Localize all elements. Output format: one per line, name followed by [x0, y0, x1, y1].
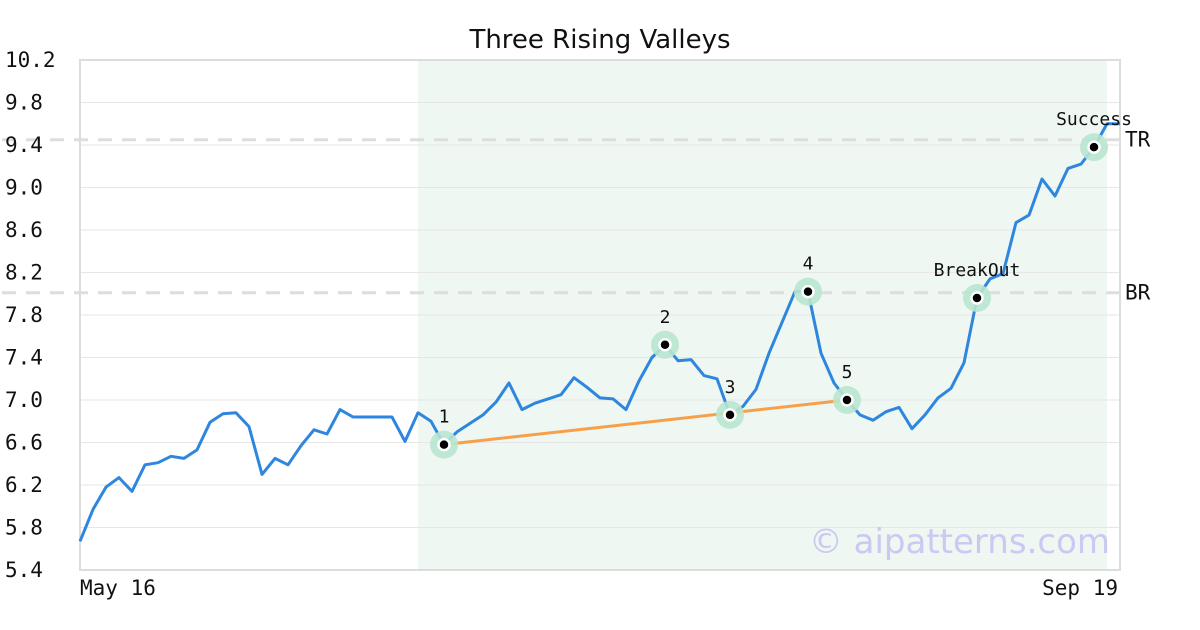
grid-layer — [79, 59, 1121, 571]
marker-point — [658, 338, 672, 352]
y-tick-label: 5.4 — [5, 558, 43, 582]
text-layer: Three Rising Valleys May 16 Sep 19 © aip… — [5, 25, 1151, 600]
marker-label: 1 — [439, 407, 450, 428]
marker-label: Success — [1056, 109, 1132, 130]
y-tick-label: 6.2 — [5, 473, 43, 497]
watermark: © aipatterns.com — [809, 522, 1110, 562]
y-tick-label: 9.4 — [5, 133, 43, 157]
marker-label: BreakOut — [934, 260, 1021, 281]
level-lines — [2, 138, 1120, 295]
y-tick-label: 8.6 — [5, 218, 43, 242]
price-line — [78, 122, 1120, 542]
marker-label: 4 — [803, 254, 814, 275]
marker-point — [970, 291, 984, 305]
y-tick-label: 5.8 — [5, 516, 43, 540]
y-tick-label: 7.8 — [5, 303, 43, 327]
marker-label: 3 — [725, 377, 736, 398]
marker-layer — [430, 133, 1108, 459]
marker-label: 2 — [660, 307, 671, 328]
chart-title: Three Rising Valleys — [468, 25, 730, 55]
level-label-tr: TR — [1125, 128, 1151, 152]
marker-point — [437, 437, 451, 452]
y-tick-label: 9.0 — [5, 176, 43, 200]
x-tick-label-end: Sep 19 — [1042, 576, 1118, 600]
marker-point — [723, 408, 737, 422]
y-tick-label: 6.6 — [5, 431, 43, 455]
y-tick-label: 9.8 — [5, 91, 43, 115]
marker-point — [1087, 140, 1101, 154]
series-layer — [78, 122, 1120, 542]
y-tick-label: 7.4 — [5, 346, 43, 370]
marker-label: 5 — [842, 362, 853, 383]
y-tick-label: 10.2 — [5, 48, 56, 72]
y-tick-label: 8.2 — [5, 261, 43, 285]
plot-frame — [79, 59, 1121, 571]
x-tick-label-start: May 16 — [80, 576, 156, 600]
marker-point — [801, 284, 815, 299]
marker-point — [840, 393, 854, 407]
valley-trendline — [443, 398, 848, 447]
y-tick-label: 7.0 — [5, 388, 43, 412]
level-label-br: BR — [1125, 281, 1151, 305]
